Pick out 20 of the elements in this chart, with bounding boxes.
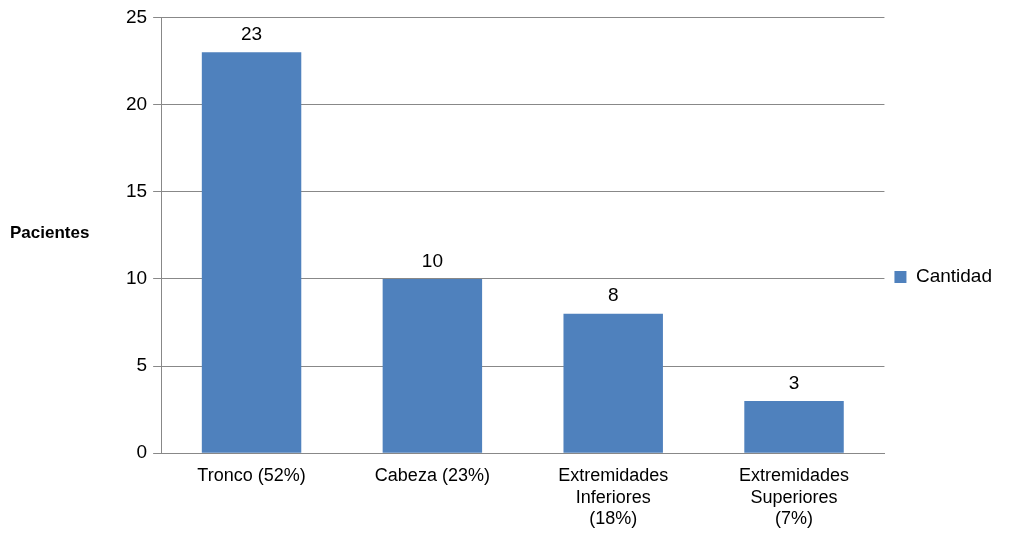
x-tick-label: Extremidades Inferiores (18%) bbox=[558, 464, 669, 529]
y-tick-label: 15 bbox=[125, 179, 148, 201]
bar bbox=[201, 52, 302, 453]
data-label: 10 bbox=[421, 249, 443, 271]
bar bbox=[744, 400, 844, 453]
y-tick-label: 5 bbox=[136, 354, 148, 376]
bar bbox=[382, 278, 483, 453]
x-tick-label: Cabeza (23%) bbox=[374, 464, 490, 485]
data-label: 8 bbox=[607, 284, 619, 306]
data-label: 3 bbox=[788, 371, 800, 393]
x-tick-label: Extremidades Superiores (7%) bbox=[739, 464, 850, 529]
y-tick-label: 20 bbox=[125, 92, 148, 114]
legend-label: Cantidad bbox=[915, 265, 993, 287]
x-tick-label: Tronco (52%) bbox=[197, 464, 306, 485]
y-tick-label: 0 bbox=[136, 441, 148, 463]
bar bbox=[563, 313, 663, 453]
y-tick-label: 25 bbox=[125, 5, 148, 27]
data-label: 23 bbox=[240, 23, 263, 44]
y-tick-label: 10 bbox=[125, 267, 148, 289]
y-axis-title: Pacientes bbox=[10, 222, 90, 242]
